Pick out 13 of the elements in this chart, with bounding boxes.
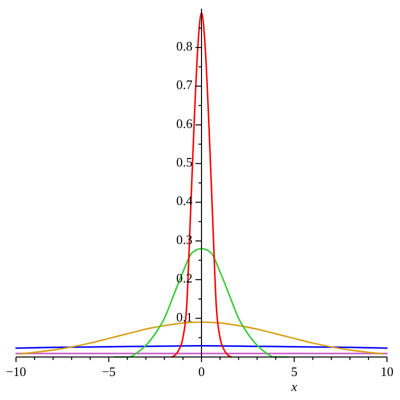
line-series [171,12,232,358]
x-axis-title: x [290,378,298,394]
y-tick-label: 0.7 [176,77,193,92]
y-tick-label: 0.5 [176,154,192,170]
line-series [18,321,384,355]
y-tick-label: 0.8 [176,38,192,54]
x-tick-label: 5 [291,364,298,379]
x-tick-label: 10 [380,364,394,379]
x-tick-label: −10 [6,364,26,379]
x-tick-label: −5 [102,364,116,379]
x-tick-label: 0 [198,364,205,379]
y-tick-label: 0.6 [176,116,193,131]
line-series [114,248,290,358]
